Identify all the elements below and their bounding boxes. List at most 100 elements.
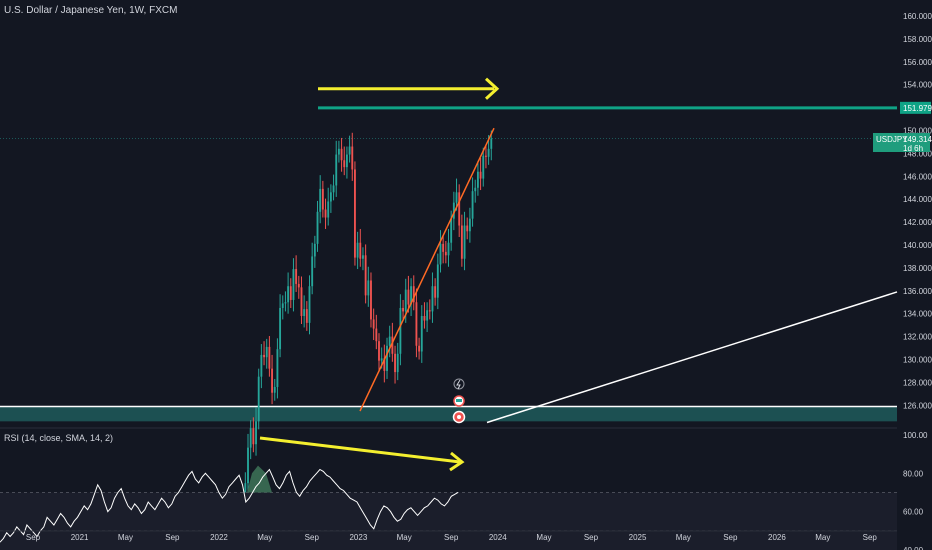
candle-body[interactable] — [356, 242, 359, 258]
candle-body[interactable] — [289, 286, 292, 300]
last-price-badge[interactable] — [873, 133, 930, 152]
candle-body[interactable] — [367, 280, 370, 296]
candle-body[interactable] — [337, 148, 340, 155]
candle-body[interactable] — [335, 154, 338, 186]
candle-body[interactable] — [345, 154, 348, 168]
candle-body[interactable] — [316, 211, 319, 244]
candle-body[interactable] — [273, 386, 276, 393]
candle-body[interactable] — [471, 191, 474, 219]
candle-body[interactable] — [439, 243, 442, 265]
candle-body[interactable] — [402, 307, 404, 312]
candle-body[interactable] — [452, 202, 455, 219]
candle-body[interactable] — [319, 188, 322, 212]
candle-body[interactable] — [279, 307, 282, 350]
white-trendline[interactable] — [486, 291, 898, 424]
candle-body[interactable] — [284, 302, 287, 304]
candle-body[interactable] — [348, 146, 351, 155]
candle-body[interactable] — [362, 255, 364, 259]
candle-body[interactable] — [255, 421, 257, 445]
candle-body[interactable] — [263, 354, 265, 358]
candle-body[interactable] — [281, 303, 284, 308]
candle-body[interactable] — [442, 243, 445, 252]
candle-body[interactable] — [410, 286, 413, 305]
rsi-divergence-arrow[interactable] — [259, 436, 461, 464]
candle-body[interactable] — [484, 155, 487, 157]
candle-body[interactable] — [370, 280, 372, 320]
candle-body[interactable] — [394, 353, 396, 373]
candle-body[interactable] — [313, 243, 316, 257]
annotation-arrow-head[interactable] — [484, 77, 500, 100]
candle-body[interactable] — [247, 447, 249, 484]
candle-body[interactable] — [249, 428, 252, 448]
candle-body[interactable] — [482, 155, 485, 179]
candle-body[interactable] — [415, 302, 418, 346]
candle-body[interactable] — [292, 269, 295, 300]
candle-body[interactable] — [265, 346, 268, 358]
candle-body[interactable] — [375, 328, 378, 342]
candle-body[interactable] — [447, 242, 450, 256]
candle-body[interactable] — [364, 255, 367, 296]
candle-body[interactable] — [305, 309, 308, 323]
candle-body[interactable] — [399, 307, 402, 354]
candle-body[interactable] — [455, 192, 458, 203]
candle-body[interactable] — [450, 218, 453, 243]
candle-body[interactable] — [444, 251, 447, 256]
candle-body[interactable] — [329, 192, 332, 202]
candle-body[interactable] — [324, 209, 327, 218]
candle-body[interactable] — [351, 146, 354, 170]
candle-body[interactable] — [468, 218, 471, 232]
candle-body[interactable] — [428, 310, 431, 312]
candle-body[interactable] — [391, 336, 394, 354]
candle-body[interactable] — [460, 225, 463, 259]
flash-icon[interactable] — [453, 378, 465, 390]
candle-body[interactable] — [257, 376, 260, 422]
candle-body[interactable] — [426, 310, 429, 321]
candle-body[interactable] — [466, 225, 469, 232]
candle-body[interactable] — [490, 138, 493, 149]
candle-body[interactable] — [300, 287, 303, 316]
candle-body[interactable] — [321, 188, 324, 210]
candle-body[interactable] — [412, 286, 415, 303]
candle-body[interactable] — [434, 286, 437, 298]
candle-body[interactable] — [423, 315, 426, 321]
candle-body[interactable] — [297, 283, 300, 288]
candle-body[interactable] — [332, 185, 335, 193]
candle-body[interactable] — [420, 315, 423, 352]
candle-body[interactable] — [436, 264, 439, 298]
candle-body[interactable] — [474, 187, 477, 192]
rsi-line[interactable] — [0, 468, 459, 543]
candle-body[interactable] — [386, 345, 388, 371]
candle-body[interactable] — [359, 242, 362, 259]
candle-body[interactable] — [476, 171, 479, 188]
candle-body[interactable] — [383, 358, 386, 371]
candle-body[interactable] — [252, 428, 255, 445]
candle-body[interactable] — [268, 346, 271, 369]
candle-body[interactable] — [308, 286, 311, 323]
candle-body[interactable] — [458, 192, 461, 226]
candle-body[interactable] — [407, 289, 410, 305]
candle-body[interactable] — [372, 319, 375, 329]
candle-body[interactable] — [431, 286, 434, 312]
candle-body[interactable] — [287, 286, 290, 303]
orange-trendline[interactable] — [359, 127, 495, 412]
candle-body[interactable] — [354, 169, 356, 258]
candle-body[interactable] — [303, 309, 306, 316]
candle-body[interactable] — [388, 336, 391, 346]
candle-body[interactable] — [295, 269, 298, 284]
candle-body[interactable] — [380, 358, 383, 361]
candle-body[interactable] — [276, 349, 279, 387]
candle-body[interactable] — [327, 201, 330, 218]
candle-body[interactable] — [271, 368, 274, 393]
candle-body[interactable] — [487, 148, 490, 157]
candle-body[interactable] — [418, 345, 421, 352]
candle-body[interactable] — [311, 256, 314, 287]
candle-body[interactable] — [378, 341, 380, 361]
support-zone[interactable] — [0, 406, 897, 422]
candle-body[interactable] — [396, 353, 399, 373]
candle-body[interactable] — [463, 225, 466, 259]
candle-body[interactable] — [343, 160, 346, 168]
candle-body[interactable] — [404, 289, 407, 312]
candle-body[interactable] — [479, 171, 482, 179]
candle-body[interactable] — [260, 354, 263, 377]
